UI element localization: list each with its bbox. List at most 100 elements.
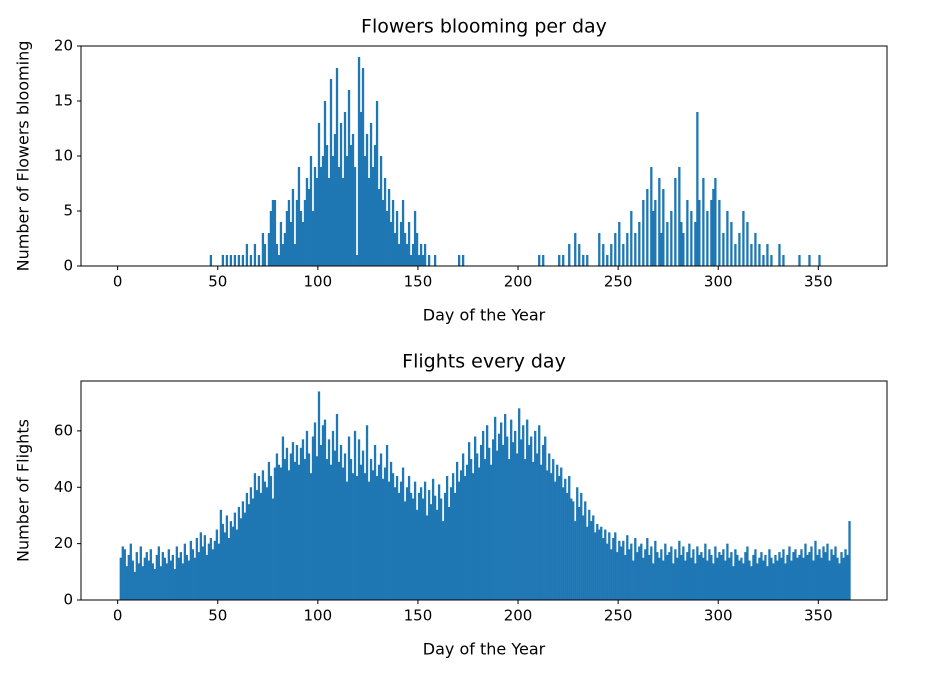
bar <box>720 554 723 600</box>
bar <box>131 560 134 600</box>
bar <box>237 255 241 266</box>
bar <box>481 430 485 600</box>
bar <box>171 554 174 600</box>
bar <box>267 233 271 266</box>
bar <box>792 552 795 600</box>
bar <box>564 478 567 600</box>
bar <box>734 244 737 266</box>
bar <box>668 552 671 600</box>
bar <box>379 453 383 600</box>
bar <box>606 255 609 266</box>
bar <box>662 560 665 600</box>
bar <box>285 447 289 600</box>
bar <box>732 566 735 600</box>
bar <box>754 233 757 266</box>
bar <box>247 504 251 600</box>
bar <box>255 490 259 600</box>
bar <box>520 439 523 600</box>
bar <box>349 145 353 266</box>
bar <box>840 552 843 600</box>
bar <box>197 552 201 600</box>
bar <box>321 425 325 600</box>
bar <box>770 557 773 600</box>
bar <box>780 557 783 600</box>
bar <box>632 560 635 600</box>
bar <box>494 416 497 600</box>
bar <box>722 549 725 600</box>
bar <box>572 501 575 600</box>
bar <box>343 453 347 600</box>
bar <box>756 563 759 600</box>
bar <box>734 549 737 600</box>
bar <box>652 563 655 600</box>
bar <box>684 560 687 600</box>
bar <box>618 540 621 600</box>
bar <box>578 244 581 266</box>
bar <box>490 464 493 600</box>
bar <box>538 425 541 600</box>
bar <box>361 68 365 266</box>
bar <box>710 554 713 600</box>
bar <box>606 543 609 600</box>
bar <box>469 459 473 600</box>
bar <box>704 543 707 600</box>
bar <box>838 563 841 600</box>
bar <box>445 475 449 600</box>
bar <box>566 492 569 600</box>
bar <box>301 439 305 600</box>
bar <box>201 546 205 600</box>
bar <box>768 549 771 600</box>
bar <box>205 554 209 600</box>
bar <box>241 255 245 266</box>
bar <box>742 211 745 266</box>
bar <box>123 549 126 600</box>
bar <box>486 425 489 600</box>
bar <box>383 467 387 600</box>
bar <box>542 255 545 266</box>
bar <box>512 442 515 600</box>
bar <box>187 560 191 600</box>
bar <box>369 459 373 600</box>
bar <box>822 546 825 600</box>
bar <box>542 444 545 600</box>
bar <box>329 464 333 600</box>
bar <box>702 557 705 600</box>
bar <box>608 532 611 600</box>
bar <box>331 430 335 600</box>
bar <box>411 244 415 266</box>
x-tick-label: 250 <box>604 273 633 291</box>
bar <box>277 464 281 600</box>
bar <box>371 167 375 266</box>
bar <box>794 549 797 600</box>
bar <box>199 532 203 600</box>
bar <box>385 444 389 600</box>
bar <box>421 255 425 266</box>
bar <box>680 554 683 600</box>
bar <box>277 255 281 266</box>
bar <box>155 554 158 600</box>
x-axis-label: Day of the Year <box>423 306 546 325</box>
bar <box>415 233 419 266</box>
bar <box>710 200 713 266</box>
bar <box>666 554 669 600</box>
bar <box>790 560 793 600</box>
bar <box>592 515 595 600</box>
x-tick-label: 250 <box>604 607 633 625</box>
bar <box>297 464 301 600</box>
bar <box>345 481 349 600</box>
bar <box>488 447 491 600</box>
bar <box>417 492 421 600</box>
bar <box>265 487 269 600</box>
bar <box>461 255 465 266</box>
bar <box>339 444 343 600</box>
bar <box>516 453 519 600</box>
bar <box>239 518 243 600</box>
bar <box>540 464 543 600</box>
bar <box>449 487 453 600</box>
bar <box>373 444 377 600</box>
x-axis-label: Day of the Year <box>423 640 546 659</box>
bar <box>377 189 381 266</box>
bar <box>546 470 549 600</box>
x-tick-label: 300 <box>704 273 733 291</box>
bar <box>365 134 369 266</box>
